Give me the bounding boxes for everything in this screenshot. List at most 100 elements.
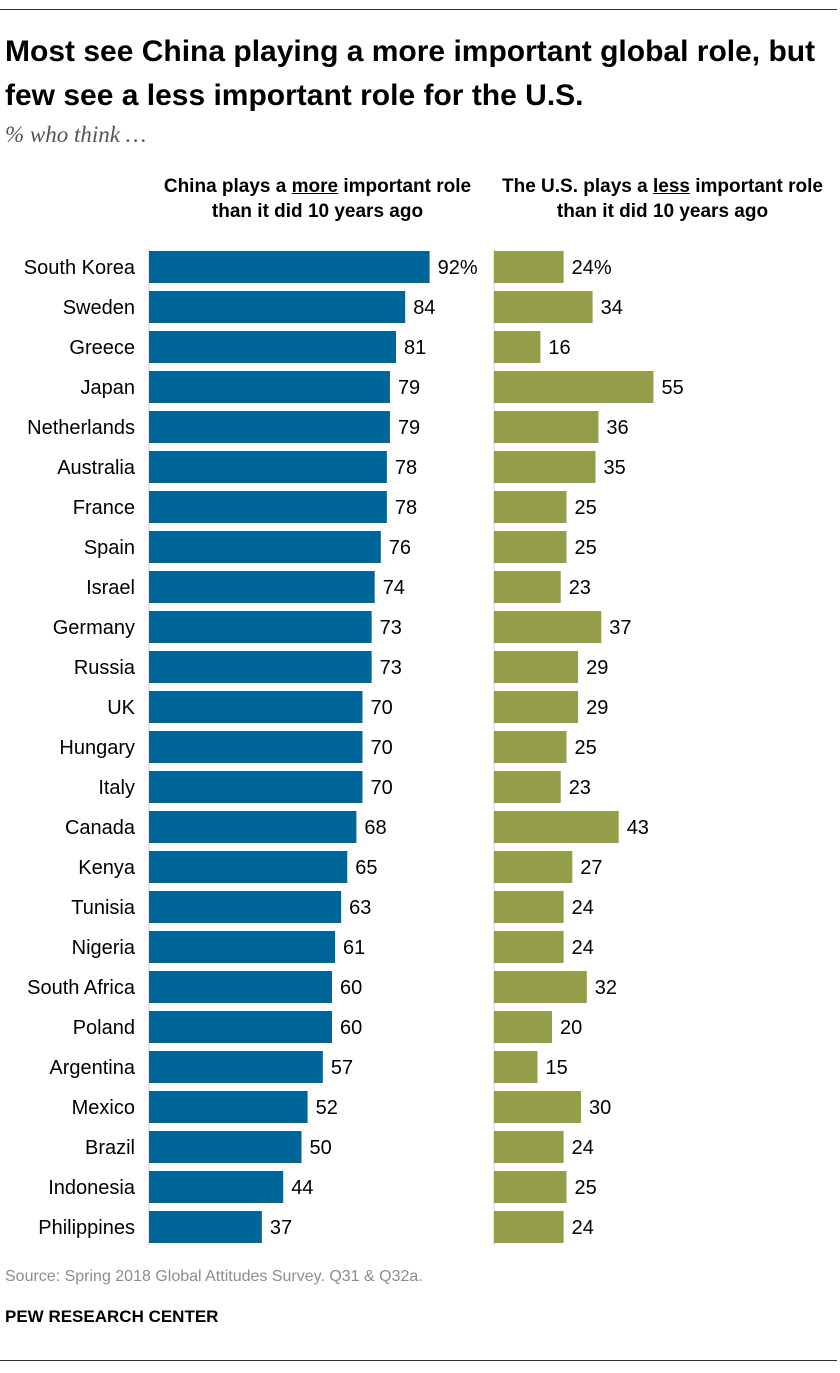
value-label-us-south-africa: 32	[595, 977, 617, 999]
bar-chart: South Korea 92% 24% Sweden 84 34 Greece 81 16 Jap…	[24, 249, 684, 1245]
bar-china-poland	[149, 1011, 332, 1043]
category-label-poland: Poland	[73, 1017, 135, 1039]
bar-us-kenya	[494, 851, 573, 883]
bar-us-russia	[494, 651, 579, 683]
value-label-china-indonesia: 44	[291, 1177, 313, 1199]
column-header-china: China plays a more important role than i…	[145, 174, 490, 224]
category-label-argentina: Argentina	[49, 1057, 135, 1079]
value-label-us-brazil: 24	[572, 1137, 594, 1159]
category-label-kenya: Kenya	[78, 857, 136, 879]
bar-china-argentina	[149, 1051, 323, 1083]
value-label-china-argentina: 57	[331, 1057, 353, 1079]
value-label-china-sweden: 84	[413, 297, 435, 319]
value-label-china-spain: 76	[389, 537, 411, 559]
bar-us-indonesia	[494, 1171, 567, 1203]
value-label-china-nigeria: 61	[343, 937, 365, 959]
bar-us-poland	[494, 1011, 552, 1043]
bar-us-sweden	[494, 291, 593, 323]
bar-china-spain	[149, 531, 381, 563]
bar-us-canada	[494, 811, 619, 843]
category-label-israel: Israel	[86, 577, 135, 599]
bar-china-greece	[149, 331, 397, 363]
value-label-us-australia: 35	[604, 457, 626, 479]
bar-china-israel	[149, 571, 375, 603]
category-label-spain: Spain	[84, 537, 135, 559]
bar-us-spain	[494, 531, 567, 563]
value-label-us-greece: 16	[548, 337, 570, 359]
bar-china-italy	[149, 771, 363, 803]
source-note: Source: Spring 2018 Global Attitudes Sur…	[5, 1268, 423, 1285]
bar-us-italy	[494, 771, 561, 803]
value-label-us-south-korea: 24%	[572, 257, 612, 279]
category-label-russia: Russia	[74, 657, 136, 679]
bar-china-kenya	[149, 851, 348, 883]
column-header-us-before: The U.S. plays a	[502, 176, 653, 197]
value-label-china-south-korea: 92%	[438, 257, 478, 279]
value-label-us-russia: 29	[586, 657, 608, 679]
bar-us-tunisia	[494, 891, 564, 923]
bar-china-mexico	[149, 1091, 308, 1123]
value-label-china-germany: 73	[380, 617, 402, 639]
category-label-philippines: Philippines	[38, 1217, 135, 1239]
bar-china-france	[149, 491, 387, 523]
category-label-france: France	[73, 497, 135, 519]
bar-us-hungary	[494, 731, 567, 763]
value-label-us-nigeria: 24	[572, 937, 594, 959]
bar-china-south-africa	[149, 971, 332, 1003]
value-label-us-mexico: 30	[589, 1097, 611, 1119]
bar-china-south-korea	[149, 251, 430, 283]
value-label-china-italy: 70	[371, 777, 393, 799]
bar-china-netherlands	[149, 411, 390, 443]
bar-us-uk	[494, 691, 579, 723]
bar-china-uk	[149, 691, 363, 723]
value-label-us-hungary: 25	[575, 737, 597, 759]
value-label-china-france: 78	[395, 497, 417, 519]
bar-us-nigeria	[494, 931, 564, 963]
bar-us-france	[494, 491, 567, 523]
top-rule	[0, 9, 837, 10]
category-label-netherlands: Netherlands	[27, 417, 135, 439]
category-label-italy: Italy	[98, 777, 135, 799]
category-label-canada: Canada	[65, 817, 136, 839]
bar-us-germany	[494, 611, 602, 643]
value-label-us-sweden: 34	[601, 297, 623, 319]
value-label-china-brazil: 50	[310, 1137, 332, 1159]
value-label-china-japan: 79	[398, 377, 420, 399]
column-header-china-emph: more	[291, 176, 339, 197]
value-label-us-spain: 25	[575, 537, 597, 559]
value-label-us-israel: 23	[569, 577, 591, 599]
bar-us-netherlands	[494, 411, 599, 443]
brand-label: PEW RESEARCH CENTER	[5, 1307, 219, 1326]
bar-us-south-korea	[494, 251, 564, 283]
category-label-germany: Germany	[53, 617, 135, 639]
column-header-us-emph: less	[653, 176, 690, 197]
bar-us-israel	[494, 571, 561, 603]
value-label-china-israel: 74	[383, 577, 405, 599]
bar-china-nigeria	[149, 931, 336, 963]
category-label-japan: Japan	[81, 377, 136, 399]
bar-china-philippines	[149, 1211, 262, 1243]
value-label-us-uk: 29	[586, 697, 608, 719]
value-label-china-philippines: 37	[270, 1217, 292, 1239]
category-label-nigeria: Nigeria	[72, 937, 136, 959]
value-label-us-japan: 55	[662, 377, 684, 399]
bar-china-hungary	[149, 731, 363, 763]
value-label-us-canada: 43	[627, 817, 649, 839]
value-label-china-australia: 78	[395, 457, 417, 479]
bar-us-japan	[494, 371, 654, 403]
value-label-us-italy: 23	[569, 777, 591, 799]
column-header-china-after: important role than it did 10 years ago	[211, 176, 472, 222]
value-label-us-philippines: 24	[572, 1217, 594, 1239]
bar-us-argentina	[494, 1051, 538, 1083]
value-label-us-kenya: 27	[580, 857, 602, 879]
bar-us-south-africa	[494, 971, 587, 1003]
value-label-us-france: 25	[575, 497, 597, 519]
bar-us-australia	[494, 451, 596, 483]
value-label-us-tunisia: 24	[572, 897, 594, 919]
column-header-china-before: China plays a	[163, 176, 292, 197]
bottom-rule	[0, 1360, 837, 1361]
value-label-us-indonesia: 25	[575, 1177, 597, 1199]
value-label-china-canada: 68	[364, 817, 386, 839]
value-label-china-netherlands: 79	[398, 417, 420, 439]
bar-us-greece	[494, 331, 541, 363]
